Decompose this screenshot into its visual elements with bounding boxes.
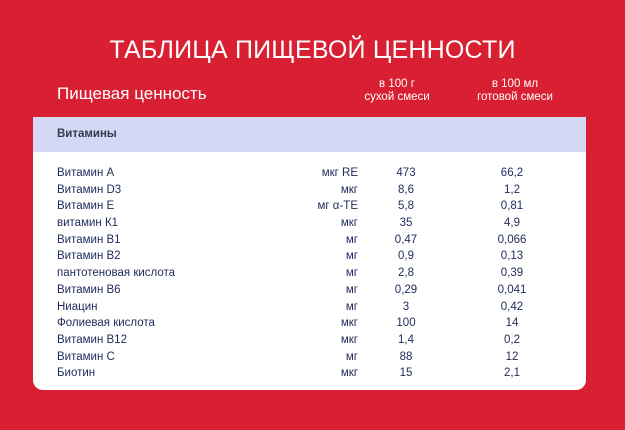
nutrition-subtitle: Пищевая ценность — [57, 84, 207, 103]
table-row: пантотеновая кислота мг 2,8 0,39 — [33, 267, 586, 284]
table-row: Фолиевая кислота мкг 100 14 — [33, 317, 586, 334]
value-ready: 2,1 — [504, 367, 520, 380]
value-ready: 0,2 — [504, 333, 520, 346]
nutrient-name: Биотин — [57, 367, 96, 380]
nutrient-name: Витамин B1 — [57, 233, 121, 246]
value-ready: 0,39 — [500, 267, 524, 280]
unit: мг — [345, 250, 358, 263]
value-dry: 0,29 — [394, 283, 418, 296]
column-header-ready: в 100 мл готовой смеси — [455, 78, 575, 104]
value-dry: 15 — [399, 367, 413, 380]
value-ready: 0,42 — [500, 300, 524, 313]
column-header-line: готовой смеси — [477, 91, 553, 103]
value-ready: 1,2 — [504, 183, 520, 196]
table-row: Витамин B2 мг 0,9 0,13 — [33, 250, 586, 267]
column-header-dry: в 100 г сухой смеси — [337, 78, 457, 104]
value-ready: 0,13 — [500, 250, 524, 263]
section-header: Витамины — [33, 117, 586, 152]
nutrient-name: пантотеновая кислота — [57, 267, 176, 280]
unit: мкг — [340, 317, 358, 330]
unit: мкг RE — [321, 167, 358, 179]
table-row: Витамин B1 мг 0,47 0,066 — [33, 234, 586, 251]
column-header-line: сухой смеси — [364, 91, 430, 103]
unit: мг α-TE — [317, 200, 358, 213]
unit: мг — [345, 283, 358, 296]
nutrient-name: Витамин B2 — [57, 250, 121, 263]
section-title: Витамины — [57, 128, 117, 140]
value-dry: 2,8 — [398, 267, 414, 280]
value-dry: 35 — [399, 217, 413, 230]
column-header-line: в 100 г — [379, 78, 415, 90]
value-dry: 3 — [402, 300, 410, 313]
value-dry: 473 — [396, 167, 416, 179]
table-row: Витамин D3 мкг 8,6 1,2 — [33, 184, 586, 201]
nutrient-name: Витамин A — [57, 167, 115, 179]
table-row: Витамин B12 мкг 1,4 0,2 — [33, 334, 586, 351]
nutrient-name: Фолиевая кислота — [57, 317, 155, 330]
table-row: Биотин мкг 15 2,1 — [33, 367, 586, 384]
value-ready: 4,9 — [504, 217, 520, 230]
value-dry: 0,47 — [394, 233, 418, 246]
unit: мкг — [340, 333, 358, 346]
nutrient-name: Витамин E — [57, 200, 115, 213]
value-dry: 100 — [396, 317, 416, 330]
table-body: Витамин A мкг RE 473 66,2 Витамин D3 мкг 8,6 1,… — [33, 167, 586, 384]
unit: мг — [345, 233, 358, 246]
nutrition-table: Витамины Витамин A мкг RE 473 66,2 Витамин D… — [33, 117, 586, 390]
value-dry: 88 — [399, 350, 413, 363]
nutrient-name: Витамин C — [57, 350, 115, 363]
unit: мг — [345, 350, 358, 363]
unit: мкг — [340, 217, 358, 230]
table-row: Витамин A мкг RE 473 66,2 — [33, 167, 586, 184]
nutrient-name: Ниацин — [57, 300, 98, 313]
nutrient-name: Витамин B6 — [57, 283, 121, 296]
column-header-line: в 100 мл — [491, 78, 539, 90]
value-ready: 14 — [505, 317, 519, 330]
nutrient-name: Витамин D3 — [57, 183, 122, 196]
value-ready: 0,81 — [500, 200, 524, 213]
table-row: Витамин E мг α-TE 5,8 0,81 — [33, 200, 586, 217]
table-row: Витамин C мг 88 12 — [33, 351, 586, 368]
value-ready: 0,066 — [497, 233, 527, 246]
nutrient-name: Витамин B12 — [57, 333, 127, 346]
table-row: Ниацин мг 3 0,42 — [33, 301, 586, 318]
nutrient-name: витамин К1 — [57, 217, 119, 230]
unit: мг — [345, 300, 358, 313]
value-ready: 66,2 — [500, 167, 524, 179]
unit: мг — [345, 267, 358, 280]
table-row: витамин К1 мкг 35 4,9 — [33, 217, 586, 234]
unit: мкг — [340, 367, 358, 380]
value-dry: 1,4 — [398, 333, 414, 346]
value-dry: 5,8 — [398, 200, 414, 213]
value-dry: 0,9 — [398, 250, 414, 263]
value-dry: 8,6 — [398, 183, 414, 196]
page-title: ТАБЛИЦА ПИЩЕВОЙ ЦЕННОСТИ — [109, 36, 516, 64]
unit: мкг — [340, 183, 358, 196]
value-ready: 12 — [505, 350, 519, 363]
table-row: Витамин B6 мг 0,29 0,041 — [33, 284, 586, 301]
value-ready: 0,041 — [497, 283, 527, 296]
